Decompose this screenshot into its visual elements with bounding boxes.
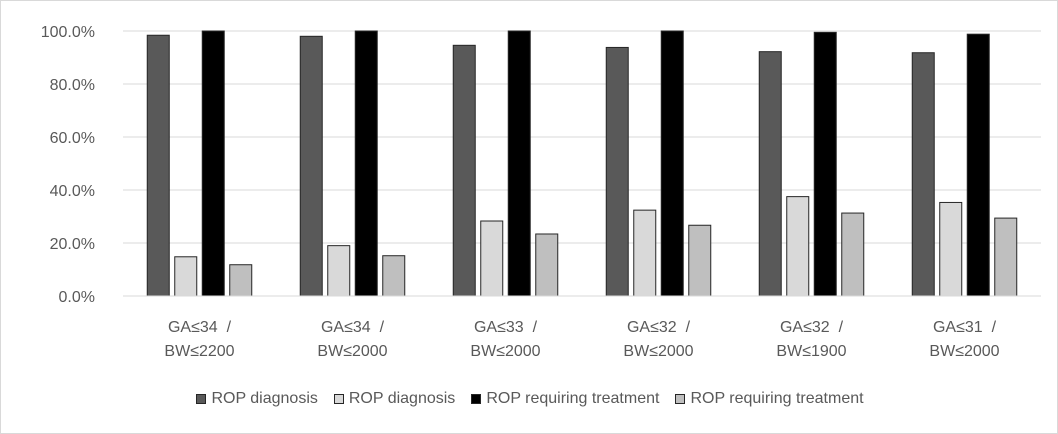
bar (813, 31, 837, 297)
x-category-label: GA≤34 / (321, 319, 385, 336)
legend-label: ROP diagnosis (348, 390, 456, 407)
gridlines (123, 30, 1041, 244)
legend-item: ROP diagnosis (333, 390, 456, 408)
legend-swatch (471, 394, 482, 404)
legend-label: ROP diagnosis (211, 390, 318, 407)
bar (174, 256, 198, 297)
legend-item: ROP diagnosis (196, 390, 318, 408)
y-tick-label: 80.0% (50, 77, 95, 94)
bar (911, 52, 935, 297)
x-category-label: GA≤32 / (780, 319, 844, 336)
bar (688, 224, 712, 297)
bar (299, 35, 323, 297)
legend-label: ROP requiring treatment (690, 390, 864, 407)
bar (966, 33, 990, 297)
y-tick-label: 20.0% (50, 236, 95, 253)
bar (382, 255, 406, 297)
bar (758, 51, 782, 297)
bar (994, 217, 1018, 297)
y-tick-label: 40.0% (50, 183, 95, 200)
bar (786, 196, 810, 297)
x-category-label: GA≤34 / (168, 319, 232, 336)
legend: ROP diagnosis ROP diagnosis ROP requirin… (1, 385, 1058, 413)
bar (507, 30, 531, 297)
legend-swatch (675, 394, 686, 404)
bar (229, 264, 253, 297)
bar (535, 233, 559, 297)
bar-chart: 0.0% 20.0% 40.0% 60.0% 80.0% 100.0% GA≤34 / BW… (41, 24, 1041, 360)
bar (146, 34, 170, 297)
x-category-label: BW≤2000 (929, 343, 999, 360)
bar (480, 220, 504, 297)
bar (201, 30, 225, 297)
bar (633, 209, 657, 297)
legend-label: ROP requiring treatment (486, 390, 660, 407)
bar (605, 46, 629, 297)
bar (354, 30, 378, 297)
legend-item: ROP requiring treatment (471, 390, 659, 408)
y-tick-label: 0.0% (59, 289, 95, 306)
legend-item: ROP requiring treatment (675, 390, 864, 408)
y-axis-ticks: 0.0% 20.0% 40.0% 60.0% 80.0% 100.0% (41, 24, 95, 306)
bar (841, 212, 865, 297)
bar (660, 30, 684, 297)
y-tick-label: 100.0% (41, 24, 95, 41)
x-axis-labels: GA≤34 / BW≤2200 GA≤34 / BW≤2000 GA≤33 / BW≤20… (164, 319, 999, 360)
bar (939, 201, 963, 297)
x-category-label: BW≤2000 (470, 343, 540, 360)
x-category-label: GA≤32 / (627, 319, 691, 336)
bar (327, 245, 351, 297)
x-category-label: BW≤2000 (623, 343, 693, 360)
x-category-label: GA≤31 / (933, 319, 997, 336)
x-category-label: GA≤33 / (474, 319, 538, 336)
bar (452, 44, 476, 297)
bars (146, 30, 1018, 297)
x-category-label: BW≤2000 (317, 343, 387, 360)
legend-swatch (196, 394, 207, 404)
x-category-label: BW≤2200 (164, 343, 234, 360)
legend-swatch (333, 394, 344, 404)
y-tick-label: 60.0% (50, 130, 95, 147)
x-category-label: BW≤1900 (776, 343, 846, 360)
